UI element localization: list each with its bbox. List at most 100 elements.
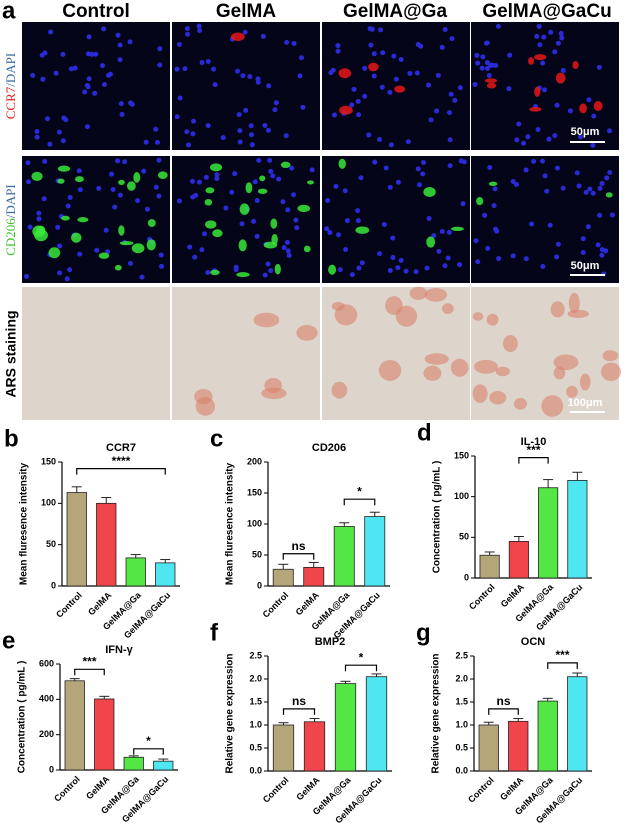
significance-label: *** (82, 654, 96, 668)
nucleus (55, 224, 61, 230)
stain (77, 217, 89, 223)
nucleus (101, 81, 107, 87)
nucleus (268, 268, 274, 274)
stain (534, 54, 547, 61)
stain (131, 243, 145, 254)
row-label-stain: /DAPI (3, 53, 18, 87)
nucleus (176, 198, 182, 204)
y-tick-label: 50 (459, 532, 469, 542)
nucleus (548, 29, 554, 35)
bar (508, 541, 529, 579)
stain (147, 219, 156, 228)
nucleus (276, 176, 282, 182)
nucleus (300, 104, 306, 110)
y-tick-label: 1.0 (249, 719, 262, 729)
nucleus (342, 188, 348, 194)
stain (472, 312, 484, 321)
row-label: CD206/DAPI (3, 184, 18, 256)
micrograph (172, 22, 320, 150)
bar (155, 562, 176, 587)
nucleus (414, 70, 420, 76)
panel-letter: e (2, 627, 15, 654)
panel-letter: g (416, 619, 431, 646)
nucleus (359, 260, 365, 266)
nucleus (189, 178, 195, 184)
bar (272, 724, 295, 772)
nucleus (336, 232, 342, 238)
nucleus (109, 171, 115, 177)
stain (409, 286, 428, 300)
nucleus (156, 193, 162, 199)
nucleus (327, 229, 333, 235)
bar (478, 724, 499, 772)
nucleus (379, 84, 385, 90)
nucleus (536, 23, 542, 29)
nucleus (344, 218, 350, 224)
nucleus (580, 236, 586, 242)
y-tick-label: 100 (41, 498, 56, 508)
nucleus (479, 65, 485, 71)
nucleus (356, 112, 362, 118)
nucleus (449, 36, 455, 42)
y-tick-label: 2.5 (455, 650, 468, 660)
nucleus (141, 168, 147, 174)
stain (264, 377, 282, 394)
chart-title: IFN-γ (105, 644, 133, 656)
nucleus (174, 114, 180, 120)
stain (394, 85, 406, 93)
stain (133, 172, 141, 183)
y-tick-label: 1.5 (249, 696, 262, 706)
significance-label: *** (526, 443, 540, 457)
nucleus (223, 205, 229, 211)
nucleus (485, 245, 491, 251)
nucleus (86, 76, 92, 82)
nucleus (251, 218, 257, 224)
nucleus (368, 42, 374, 48)
y-tick-label: 0 (51, 580, 56, 590)
nucleus (67, 194, 73, 200)
y-axis-label: Concentration ( pg/mL ) (17, 661, 28, 774)
error-bar (278, 563, 289, 570)
bar (333, 526, 355, 587)
nucleus (122, 159, 128, 165)
nucleus (77, 187, 83, 193)
nucleus (182, 66, 188, 72)
nucleus (555, 241, 561, 247)
nucleus (76, 168, 82, 174)
stain (334, 304, 358, 326)
bar (567, 676, 588, 772)
stain (57, 178, 65, 184)
y-tick-label: 200 (247, 456, 262, 466)
y-tick-label: 100 (247, 518, 262, 528)
nucleus (480, 54, 486, 60)
y-tick-label: 50 (46, 539, 56, 549)
nucleus (94, 247, 100, 253)
nucleus (546, 136, 552, 142)
stain (212, 229, 223, 238)
nucleus (398, 56, 404, 62)
nucleus (494, 228, 500, 234)
nucleus (434, 108, 440, 114)
error-bar (339, 522, 350, 527)
nucleus (60, 138, 66, 144)
nucleus (531, 158, 537, 164)
bar (64, 680, 85, 771)
bar (508, 720, 529, 772)
x-tick-label: GelMA (294, 590, 322, 618)
nucleus (265, 127, 271, 133)
nucleus (153, 184, 159, 190)
bar (272, 568, 294, 587)
nucleus (554, 102, 560, 108)
nucleus (249, 142, 255, 148)
stain (259, 175, 266, 182)
nucleus (590, 190, 596, 196)
nucleus (82, 89, 88, 95)
nucleus (77, 251, 83, 257)
nucleus (283, 133, 289, 139)
scale-bar-label: 100μm (568, 397, 603, 409)
nucleus (56, 129, 62, 135)
nucleus (68, 66, 74, 72)
nucleus (484, 60, 490, 66)
nucleus (510, 253, 516, 259)
